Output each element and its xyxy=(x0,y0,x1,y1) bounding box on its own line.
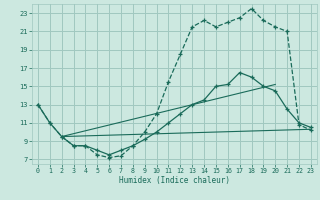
X-axis label: Humidex (Indice chaleur): Humidex (Indice chaleur) xyxy=(119,176,230,185)
